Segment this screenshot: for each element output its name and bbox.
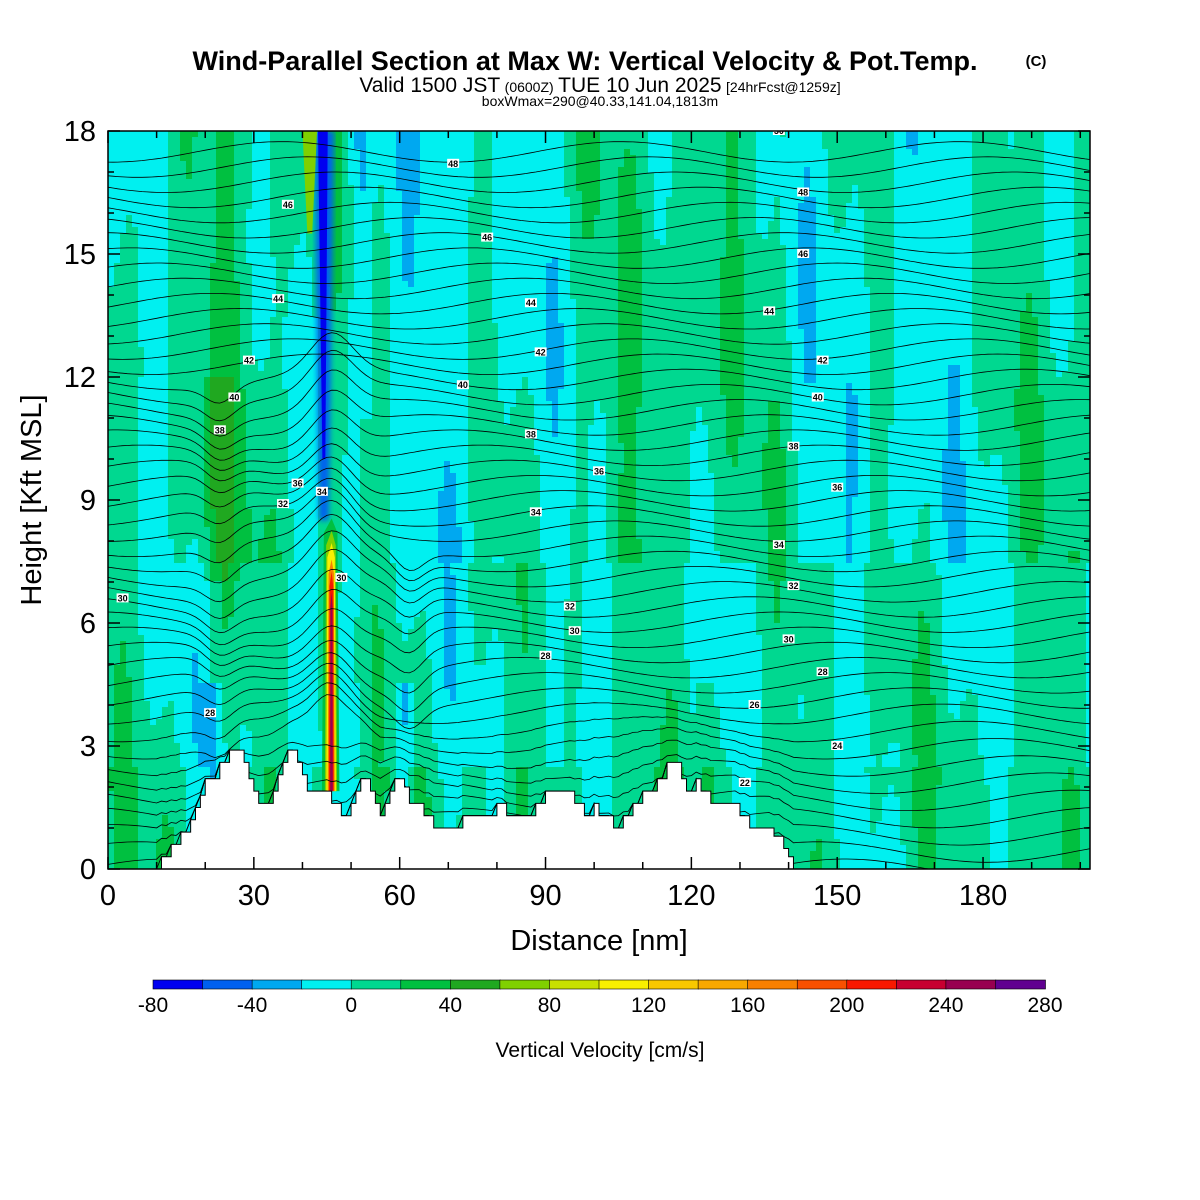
x-tick-label: 120 [667,880,715,912]
theta-label: 40 [812,393,824,403]
colorbar-swatch [302,980,352,989]
theta-label: 24 [831,741,843,751]
theta-label: 46 [481,233,493,243]
theta-label: 28 [817,667,829,677]
theta-label: 22 [739,778,751,788]
theta-label: 38 [787,442,799,452]
colorbar-label: 0 [345,994,357,1017]
x-axis-label: Distance [nm] [510,925,687,957]
colorbar-label: 240 [928,994,963,1017]
colorbar-swatch [153,980,203,989]
y-tick-label: 9 [80,485,96,517]
colorbar-label: 40 [439,994,462,1017]
x-tick-label: 0 [100,880,116,912]
colorbar-label: 160 [730,994,765,1017]
theta-label: 44 [763,306,775,316]
y-tick-label: 15 [64,239,96,271]
colorbar-swatch [401,980,451,989]
theta-label: 42 [243,356,255,366]
colorbar-swatch [748,980,798,989]
theta-label: 42 [535,347,547,357]
theta-label: 36 [831,483,843,493]
theta-label: 30 [335,573,347,583]
theta-label: 28 [204,708,216,718]
theta-label: 36 [292,479,304,489]
theta-label: 34 [773,540,785,550]
y-axis-label: Height [Kft MSL] [16,394,48,605]
theta-label: 44 [525,298,537,308]
colorbar-swatch [847,980,897,989]
theta-label: 44 [272,294,284,304]
theta-label: 30 [117,593,129,603]
chart-subtitle-box: boxWmax=290@40.33,141.04,1813m [482,93,718,109]
colorbar-title: Vertical Velocity [cm/s] [496,1039,705,1062]
theta-label: 34 [530,507,542,517]
theta-label: 38 [214,425,226,435]
y-tick-label: 18 [64,116,96,148]
x-tick-label: 90 [529,880,561,912]
theta-label: 46 [797,249,809,259]
theta-label: 40 [228,393,240,403]
theta-label: 48 [447,159,459,169]
colorbar-swatch [500,980,550,989]
chart-title: Wind-Parallel Section at Max W: Vertical… [193,46,978,76]
theta-label: 32 [564,602,576,612]
colorbar-swatch [698,980,748,989]
theta-label: 36 [593,466,605,476]
y-tick-label: 12 [64,362,96,394]
theta-label: 34 [316,487,328,497]
theta-label: 48 [797,188,809,198]
theta-label: 32 [787,581,799,591]
x-tick-label: 60 [384,880,416,912]
plot-area: 3028384042444632363430484640444238363432… [108,126,1093,870]
colorbar-swatch [599,980,649,989]
theta-label: 28 [540,651,552,661]
colorbar-label: 120 [631,994,666,1017]
colorbar-swatch [549,980,599,989]
colorbar-label: 80 [538,994,561,1017]
theta-label: 30 [569,626,581,636]
colorbar-label: -80 [138,994,168,1017]
colorbar-swatch [946,980,996,989]
colorbar-swatch [203,980,253,989]
colorbar-swatch [797,980,847,989]
cross-section-chart: Wind-Parallel Section at Max W: Vertical… [0,0,1200,1200]
x-tick-label: 30 [238,880,270,912]
theta-label: 46 [282,200,294,210]
chart-title-tag: (C) [1026,53,1047,70]
colorbar-label: 200 [829,994,864,1017]
colorbar-swatch [995,980,1045,989]
y-tick-label: 3 [80,731,96,763]
x-tick-label: 180 [959,880,1007,912]
subtitle-valid: Valid 1500 JST [359,74,500,97]
subtitle-forecast: [24hrFcst@1259z] [726,79,841,95]
theta-label: 40 [457,380,469,390]
x-tick-label: 150 [813,880,861,912]
colorbar-swatch [896,980,946,989]
colorbar: -80 -40 0 40 80 120 160 200 240 280 [138,980,1063,1017]
colorbar-swatch [351,980,401,989]
theta-label: 30 [783,634,795,644]
colorbar-label: -40 [237,994,267,1017]
y-tick-label: 6 [80,608,96,640]
theta-label: 38 [525,429,537,439]
y-tick-label: 0 [80,854,96,886]
colorbar-label: 280 [1027,994,1062,1017]
colorbar-swatch [450,980,500,989]
theta-label: 42 [817,356,829,366]
theta-label: 32 [277,499,289,509]
theta-label: 26 [749,700,761,710]
colorbar-swatch [252,980,302,989]
vertical-velocity-field [108,131,1093,870]
colorbar-swatch [649,980,699,989]
